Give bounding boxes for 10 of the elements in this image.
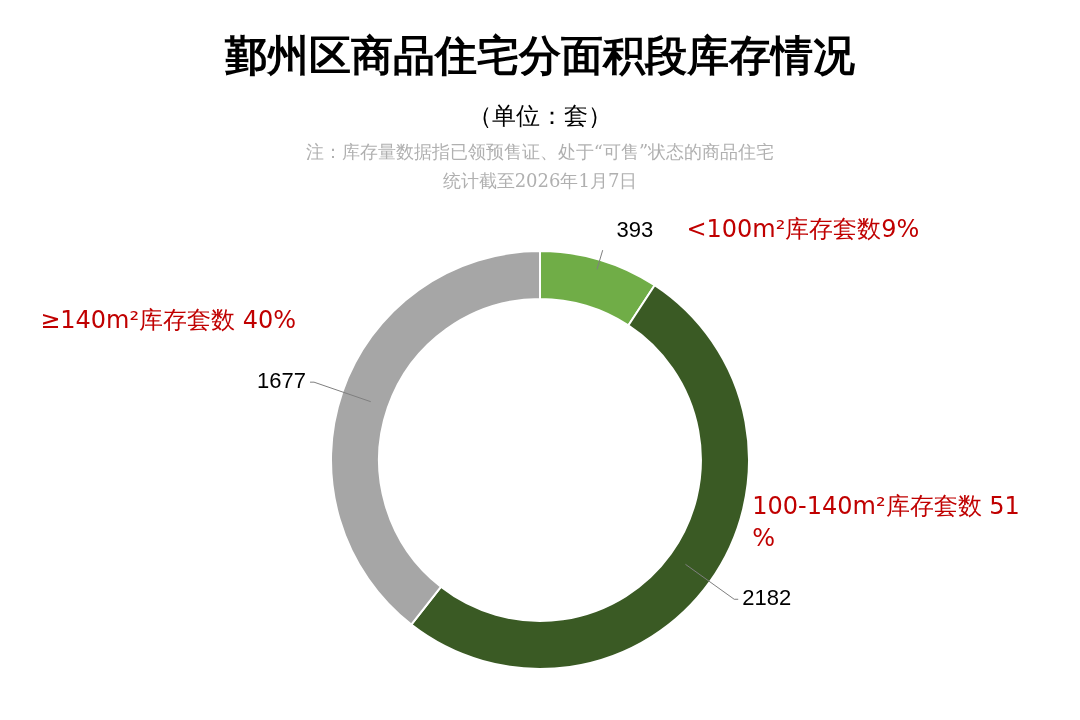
slice-label: <100m²库存套数9% [686,215,920,244]
text: 统计截至2026年1月7日 [441,169,639,193]
text: 注：库存量数据指已领预售证、处于“可售”状态的商品住宅 [304,140,776,164]
chart-subtitle: （单位：套） [467,101,613,132]
chart-title: 鄞州区商品住宅分面积段库存情况 [223,30,856,82]
data-label: 1677 [257,368,307,394]
slice-label: 100-140m²库存套数 51% [752,491,1020,552]
slice-label: ≥140m²库存套数 40% [40,306,297,335]
data-label: 2182 [742,585,792,611]
data-label: 393 [616,217,654,243]
